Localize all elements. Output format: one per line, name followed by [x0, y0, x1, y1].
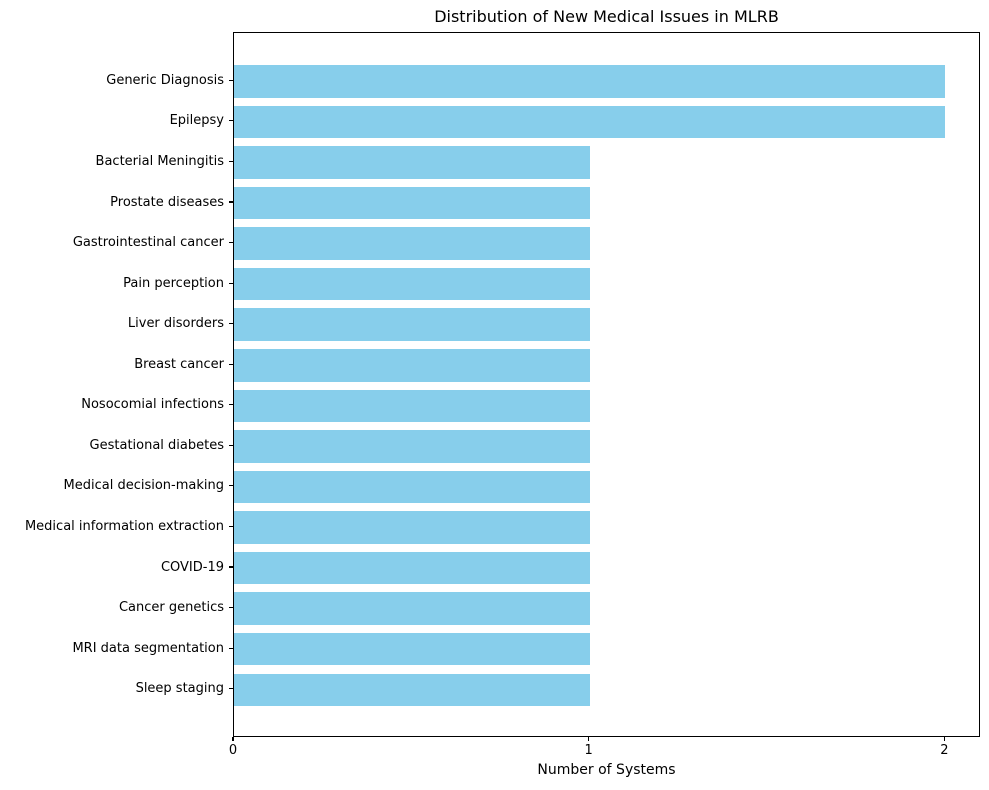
y-tick	[229, 566, 233, 568]
bar	[234, 65, 946, 98]
y-tick	[229, 404, 233, 406]
y-tick	[229, 79, 233, 81]
y-tick-label: Gestational diabetes	[89, 437, 224, 453]
y-tick	[229, 241, 233, 244]
chart-title: Distribution of New Medical Issues in ML…	[434, 7, 779, 26]
bar	[234, 632, 590, 666]
y-tick	[229, 323, 233, 325]
bar	[234, 227, 590, 260]
y-tick	[229, 201, 233, 203]
bar	[234, 146, 590, 179]
bar	[234, 470, 590, 504]
y-tick-label: Epilepsy	[169, 113, 224, 129]
y-tick	[229, 120, 233, 122]
y-tick	[229, 525, 233, 528]
y-tick-label: Liver disorders	[127, 316, 224, 332]
y-tick	[229, 647, 233, 649]
y-tick	[229, 485, 233, 487]
y-tick-label: Bacterial Meningitis	[95, 153, 224, 169]
x-tick	[588, 737, 590, 741]
y-tick	[229, 160, 233, 162]
bar	[234, 267, 590, 301]
bar	[234, 551, 590, 585]
y-tick	[229, 444, 233, 446]
y-tick-label: Pain perception	[123, 275, 224, 291]
x-axis-title: Number of Systems	[537, 762, 676, 778]
y-tick-label: Medical information extraction	[24, 519, 224, 534]
y-tick	[229, 688, 233, 690]
x-tick-label: 0	[228, 743, 238, 758]
y-tick-label: Generic Diagnosis	[106, 72, 224, 88]
bar	[234, 389, 590, 423]
bar	[234, 430, 590, 463]
x-tick-label: 2	[940, 743, 949, 758]
x-tick-label: 1	[584, 743, 593, 758]
x-tick	[232, 737, 234, 741]
bar	[234, 186, 590, 220]
y-tick	[229, 607, 233, 609]
bar	[234, 349, 590, 382]
bar	[234, 308, 590, 341]
bar	[234, 592, 590, 625]
y-tick-label: MRI data segmentation	[72, 640, 224, 656]
plot-area	[233, 32, 980, 737]
y-tick	[229, 282, 233, 284]
y-tick-label: Breast cancer	[134, 356, 224, 372]
y-tick-label: Medical decision-making	[63, 478, 224, 494]
y-tick-label: Prostate diseases	[110, 194, 224, 210]
y-tick-label: Gastrointestinal cancer	[72, 235, 224, 250]
bar	[234, 511, 590, 544]
y-tick	[229, 363, 233, 365]
y-tick-label: Sleep staging	[135, 681, 224, 697]
y-tick-label: Cancer genetics	[118, 600, 224, 616]
bar	[234, 105, 946, 139]
bar	[234, 673, 590, 706]
y-tick-label: Nosocomial infections	[81, 397, 224, 413]
x-tick	[943, 737, 945, 741]
y-tick-label: COVID-19	[160, 559, 224, 575]
